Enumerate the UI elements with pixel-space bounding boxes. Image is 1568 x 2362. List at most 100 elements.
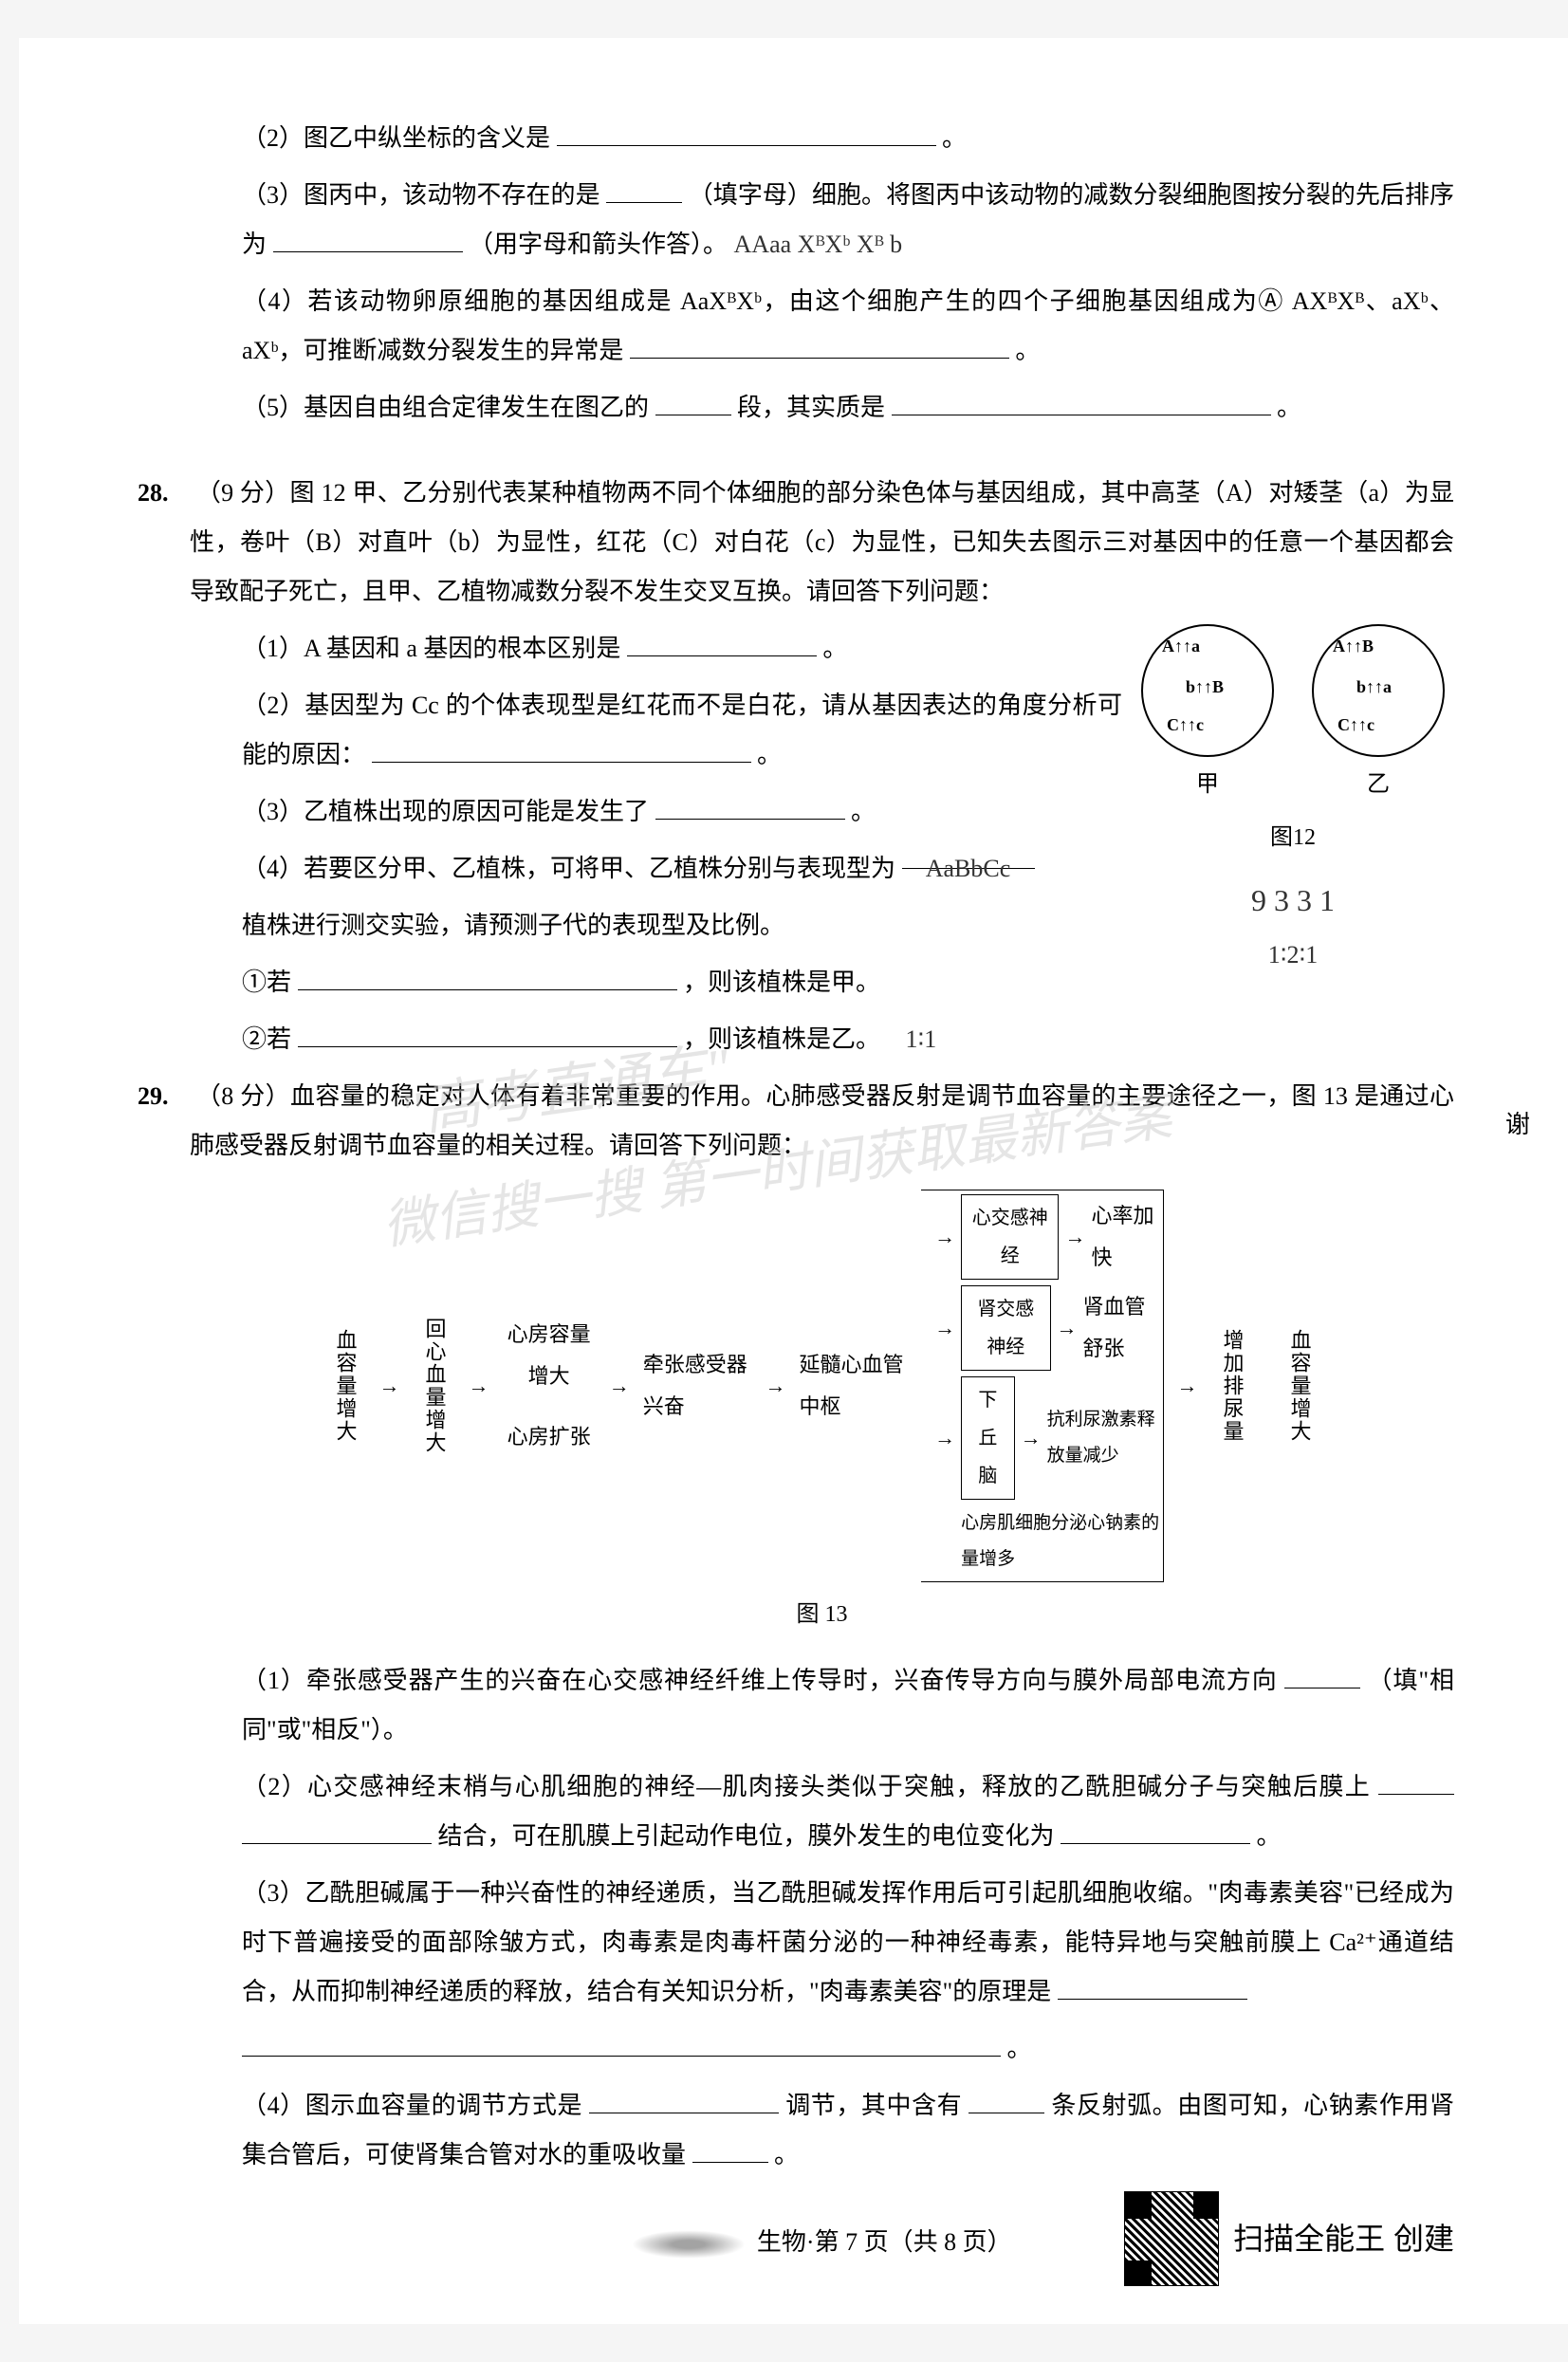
blank	[298, 966, 677, 990]
blank	[1061, 1819, 1250, 1844]
q27-p2-end: 。	[942, 124, 967, 152]
cell-jia: A↑↑a b↑↑B C↑↑c	[1141, 624, 1274, 757]
side-margin-mark: 谢	[1505, 1100, 1530, 1150]
q27-p5: （5）基因自由组合定律发生在图乙的 段，其实质是 。	[242, 383, 1454, 433]
flow-g1: 心率加快	[1091, 1195, 1162, 1279]
q28-hand3: 1∶1	[906, 1025, 937, 1053]
flow-h: 增加排尿量	[1211, 1329, 1253, 1443]
blank	[892, 391, 1271, 415]
q28-intro-text: （9 分）图 12 甲、乙分别代表某种植物两不同个体细胞的部分染色体与基因组成，…	[190, 479, 1454, 605]
flow-a: 血容量增大	[324, 1329, 366, 1443]
blank	[627, 632, 817, 656]
flow-g3: 抗利尿激素释放量减少	[1047, 1402, 1163, 1474]
q28-hand2: 1∶2∶1	[1132, 931, 1454, 980]
flow-g4: 心房肌细胞分泌心钠素的量增多	[961, 1505, 1162, 1578]
flow-diagram: 血容量增大 → 回心血量增大 → 心房容量增大 心房扩张 → 牵张感受器兴奋 →…	[324, 1190, 1320, 1637]
q28-opt2b: ，则该植株是乙。	[683, 1025, 880, 1053]
blank	[1058, 1975, 1247, 2000]
blank	[557, 121, 936, 146]
qr-footer: 扫描全能王 创建	[1124, 2191, 1454, 2286]
blank	[372, 738, 751, 763]
cell-yi: A↑↑B b↑↑a C↑↑c	[1312, 624, 1445, 757]
q28-intro: 28. （9 分）图 12 甲、乙分别代表某种植物两不同个体细胞的部分染色体与基…	[190, 469, 1454, 617]
q27-p2: （2）图乙中纵坐标的含义是 。	[242, 114, 1454, 163]
flow-i: 血容量增大	[1279, 1329, 1320, 1443]
blank	[692, 2138, 768, 2163]
qr-code-icon	[1124, 2191, 1219, 2286]
blank	[1284, 1664, 1360, 1688]
q27-p3: （3）图丙中，该动物不存在的是 （填字母）细胞。将图丙中该动物的减数分裂细胞图按…	[242, 171, 1454, 269]
arrow-icon: →	[929, 1216, 961, 1258]
q27-block: （2）图乙中纵坐标的含义是 。 （3）图丙中，该动物不存在的是 （填字母）细胞。…	[242, 114, 1454, 433]
q29-p3a: （3）乙酰胆碱属于一种兴奋性的神经递质，当乙酰胆碱发挥作用后可引起肌细胞收缩。"…	[242, 1879, 1454, 2005]
q29-p4-end: 。	[774, 2141, 799, 2168]
q29-p3-line2: 。	[242, 2024, 1454, 2074]
blank	[242, 2032, 1001, 2057]
blank	[273, 228, 463, 252]
jia-gene-bl: C↑↑c	[1167, 716, 1204, 735]
arrow-icon: →	[603, 1365, 636, 1407]
q29-p3: （3）乙酰胆碱属于一种兴奋性的神经递质，当乙酰胆碱发挥作用后可引起肌细胞收缩。"…	[242, 1869, 1454, 2017]
q29-p4a: （4）图示血容量的调节方式是	[242, 2092, 582, 2119]
flow-d: 牵张感受器兴奋	[643, 1344, 752, 1428]
scan-app-label: 扫描全能王 创建	[1233, 2208, 1454, 2269]
blank	[968, 2089, 1044, 2113]
q29-p3-end: 。	[1007, 2035, 1032, 2062]
q27-p5a: （5）基因自由组合定律发生在图乙的	[242, 394, 649, 421]
q29-num: 29.	[138, 1072, 190, 1121]
arrow-icon: →	[1059, 1216, 1091, 1258]
q29-p4: （4）图示血容量的调节方式是 调节，其中含有 条反射弧。由图可知，心钠素作用肾集…	[242, 2081, 1454, 2180]
blank	[1378, 1770, 1454, 1795]
flow-c1: 心房容量增大	[503, 1314, 596, 1397]
q29-p2-end: 。	[1257, 1822, 1282, 1850]
fig12-label: 图12	[1132, 815, 1454, 860]
flow-f2: 肾交感神经	[961, 1285, 1050, 1371]
arrow-icon: →	[1015, 1417, 1047, 1459]
q29-block: 29. （8 分）血容量的稳定对人体有着非常重要的作用。心肺感受器反射是调节血容…	[190, 1072, 1454, 2180]
q27-p2-text: （2）图乙中纵坐标的含义是	[242, 124, 550, 152]
smudge-mark	[632, 2230, 746, 2259]
flow-b: 回心血量增大	[414, 1318, 455, 1454]
arrow-icon: →	[759, 1365, 791, 1407]
q28-p4a: （4）若要区分甲、乙植株，可将甲、乙植株分别与表现型为	[242, 855, 895, 882]
q28-p2-end: 。	[757, 741, 782, 768]
page-number-label: 生物·第 7 页（共 8 页）	[757, 2228, 1012, 2256]
q29-p2: （2）心交感神经末梢与心肌细胞的神经—肌肉接头类似于突触，释放的乙酰胆碱分子与突…	[242, 1762, 1454, 1861]
blank	[655, 391, 731, 415]
q27-p3-handwritten: AAaa XᴮXᵇ Xᴮ b	[734, 231, 903, 258]
flow-c2: 心房扩张	[503, 1416, 596, 1458]
flow-f1: 心交感神经	[961, 1194, 1059, 1280]
q28-opt1b: ，则该植株是甲。	[683, 969, 880, 996]
q27-p5-end: 。	[1277, 394, 1301, 421]
yi-gene-bl: C↑↑c	[1337, 716, 1374, 735]
q27-p3a: （3）图丙中，该动物不存在的是	[242, 181, 600, 209]
flow-e: 延髓心血管中枢	[799, 1344, 908, 1428]
q28-p1-text: （1）A 基因和 a 基因的根本区别是	[242, 635, 620, 662]
q28-p1-end: 。	[822, 635, 847, 662]
arrow-icon: →	[929, 1417, 961, 1459]
q28-num: 28.	[138, 469, 190, 518]
q28-p3-text: （3）乙植株出现的原因可能是发生了	[242, 798, 649, 825]
arrow-icon: →	[374, 1365, 406, 1407]
q28-p4b: 植株进行测交实验，请预测子代的表现型及比例。	[242, 912, 784, 939]
q27-p4-end: 。	[1015, 337, 1040, 364]
q28-hand1: 9 3 3 1	[1132, 870, 1454, 931]
arrow-icon: →	[929, 1307, 961, 1349]
blank	[242, 1819, 432, 1844]
q27-p3c: （用字母和箭头作答）。	[469, 231, 728, 258]
q28-p3-end: 。	[851, 798, 876, 825]
yi-label: 乙	[1302, 762, 1454, 807]
blank	[655, 795, 845, 820]
jia-gene-tl: A↑↑a	[1162, 637, 1200, 656]
exam-page: "高考直通车" 微信搜一搜 第一时间获取最新答案 谢 （2）图乙中纵坐标的含义是…	[19, 38, 1568, 2324]
arrow-icon: →	[1051, 1307, 1083, 1349]
jia-gene-ml: b↑↑B	[1186, 678, 1224, 697]
blank	[589, 2089, 779, 2113]
flow-g2: 肾血管舒张	[1083, 1286, 1163, 1370]
q27-p4: （4）若该动物卵原细胞的基因组成是 AaXᴮXᵇ，由这个细胞产生的四个子细胞基因…	[242, 277, 1454, 376]
q27-p5b: 段，其实质是	[737, 394, 885, 421]
q29-intro: 29. （8 分）血容量的稳定对人体有着非常重要的作用。心肺感受器反射是调节血容…	[190, 1072, 1454, 1171]
yi-gene-tl: A↑↑B	[1333, 637, 1374, 656]
q28-block: 28. （9 分）图 12 甲、乙分别代表某种植物两不同个体细胞的部分染色体与基…	[190, 469, 1454, 1064]
blank	[298, 1023, 677, 1047]
